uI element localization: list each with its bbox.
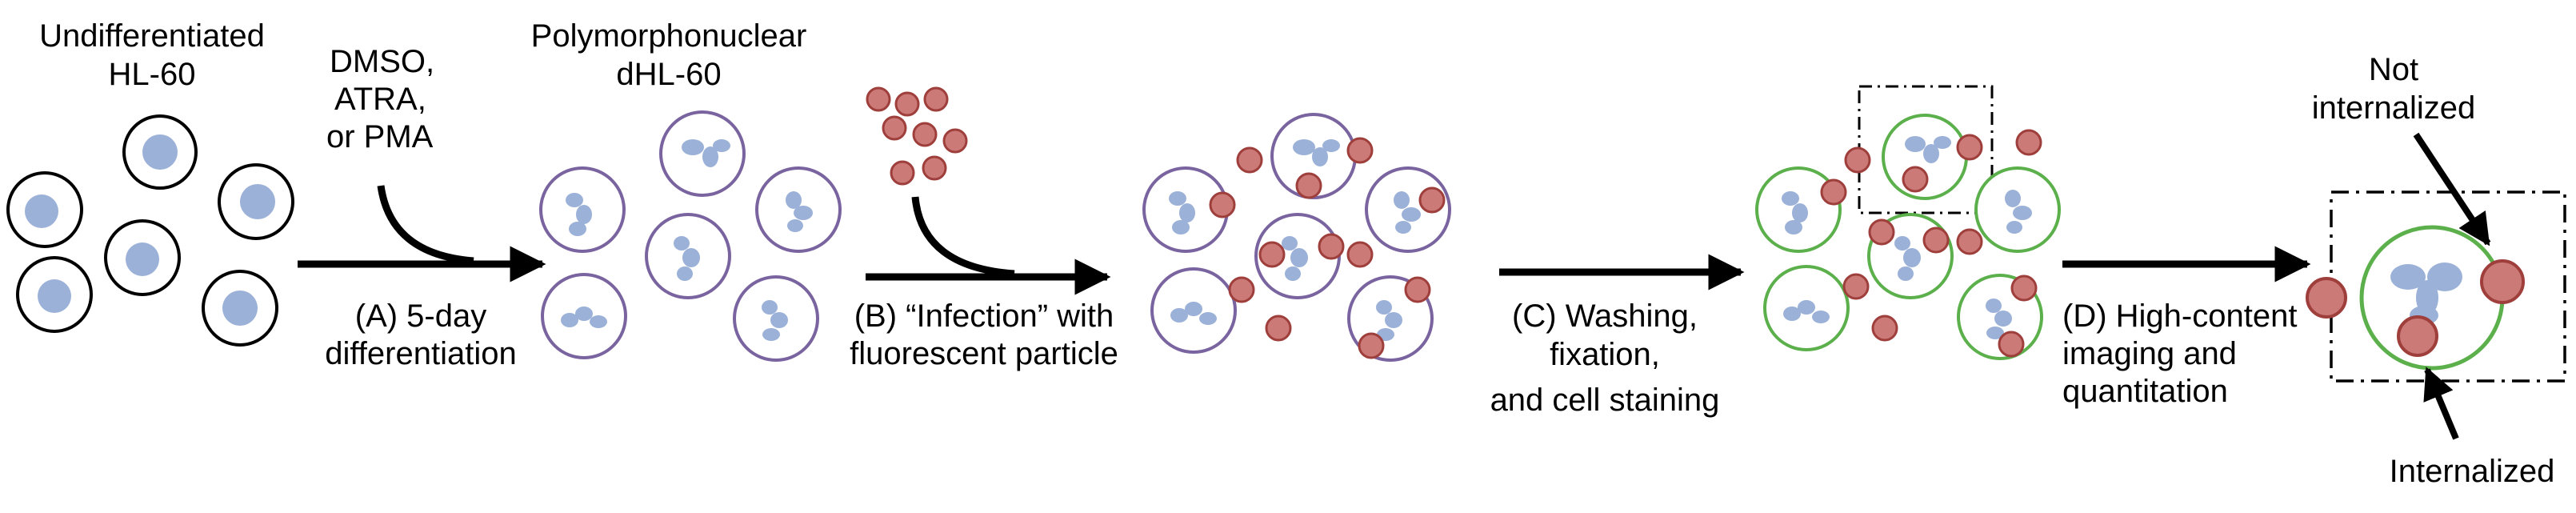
- fluorescent-particle: [1956, 134, 1983, 161]
- fluorescent-particle: [1418, 186, 1446, 214]
- lobed-nucleus: [762, 300, 788, 341]
- nucleus: [25, 194, 58, 228]
- step-a-line2: differentiation: [325, 336, 516, 371]
- undiff-label-line1: Undifferentiated: [39, 18, 265, 54]
- lobed-nucleus: [682, 139, 730, 167]
- step-d-line1: (D) High-content: [2062, 299, 2297, 334]
- poly-label-line1: Polymorphonuclear: [531, 18, 807, 54]
- fluorescent-particle: [1209, 191, 1236, 218]
- nucleus: [126, 242, 159, 276]
- nucleus: [142, 134, 178, 170]
- fluorescent-particle: [1346, 137, 1374, 164]
- fluorescent-particle: [1258, 241, 1286, 268]
- fluorescent-particle: [1346, 241, 1374, 268]
- step-c-line2: fixation,: [1550, 337, 1660, 372]
- fluorescent-particle: [1844, 146, 1871, 174]
- fluorescent-particle: [1922, 226, 1950, 254]
- fluorescent-particle: [1902, 166, 1929, 193]
- lobed-nucleus: [561, 307, 607, 328]
- undiff-label-line2: HL-60: [109, 57, 196, 92]
- nucleus: [222, 291, 258, 326]
- nucleus: [38, 279, 71, 313]
- infected-cells-group: [1142, 113, 1451, 362]
- poly-label-line2: dHL-60: [616, 57, 721, 92]
- particle-not-internalized: [2480, 259, 2525, 304]
- step-b-line1: (B) “Infection” with: [854, 299, 1114, 334]
- fluorescent-particle: [1998, 331, 2025, 358]
- fluorescent-particle: [1956, 228, 1983, 255]
- lobed-nucleus: [2390, 263, 2462, 325]
- fluorescent-particle: [1871, 315, 1898, 342]
- curved-arrow-icon: [377, 185, 474, 265]
- fluorescent-particle: [1295, 172, 1322, 199]
- not-internalized-arrow: [2413, 132, 2491, 246]
- step-c-line1: (C) Washing,: [1512, 299, 1698, 334]
- internalized-label: Internalized: [2390, 454, 2555, 489]
- fluorescent-particle: [1318, 233, 1345, 260]
- fluorescent-particle-cluster: [866, 86, 968, 186]
- step-d-line2: imaging and: [2062, 336, 2237, 371]
- inducers-label-line3: or PMA: [326, 119, 434, 154]
- fluorescent-particle: [1228, 276, 1255, 303]
- fluorescent-particle: [1820, 178, 1847, 206]
- undifferentiated-hl60-group: Undifferentiated HL-60: [6, 18, 294, 347]
- not-internalized-label-line1: Not: [2369, 52, 2418, 87]
- lobed-nucleus: [674, 236, 700, 281]
- fluorescent-particle: [1265, 315, 1292, 342]
- dhl60-cell: [659, 110, 746, 197]
- polymorphonuclear-dhl60-group: Polymorphonuclear dHL-60: [531, 18, 842, 362]
- lobed-nucleus: [786, 191, 813, 232]
- fluorescent-particle: [2015, 129, 2042, 156]
- fluorescent-particle: [1868, 218, 1895, 246]
- fluorescent-particle: [2010, 275, 2038, 302]
- not-internalized-label-line2: internalized: [2312, 90, 2476, 126]
- step-b-line2: fluorescent particle: [850, 336, 1118, 371]
- inducers-label-line2: ATRA,: [334, 82, 426, 117]
- fluorescent-particle: [1404, 276, 1431, 303]
- step-a-line1: (A) 5-day: [355, 299, 487, 334]
- inducers-label-line1: DMSO,: [330, 44, 434, 79]
- curved-arrow-icon: [911, 196, 1015, 278]
- particle-outside: [2306, 277, 2347, 319]
- step-c-line3: and cell staining: [1490, 383, 1720, 418]
- particle-internalized: [2397, 315, 2438, 357]
- fluorescent-particle: [1358, 332, 1385, 359]
- stained-cells-group: [1755, 85, 2061, 360]
- nucleus: [240, 184, 275, 219]
- lobed-nucleus: [566, 193, 592, 236]
- zoomed-cell-group: Not internalized Internalized: [2306, 52, 2566, 489]
- fluorescent-particle: [1842, 273, 1870, 300]
- fluorescent-particle: [1236, 146, 1263, 174]
- internalized-arrow: [2423, 367, 2459, 440]
- step-d-line3: quantitation: [2062, 374, 2228, 409]
